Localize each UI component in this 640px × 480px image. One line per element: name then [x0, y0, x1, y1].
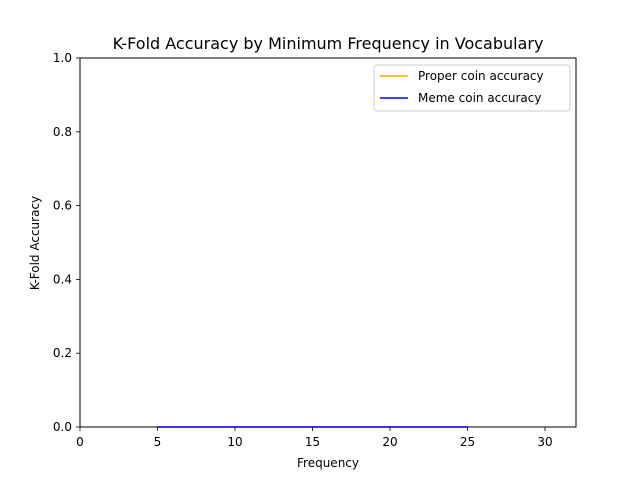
legend-box	[373, 64, 571, 112]
y-tick-label: 0.4	[53, 272, 72, 286]
x-axis: 0 5 10 15 20 25 30	[76, 427, 553, 449]
y-axis-label: K-Fold Accuracy	[28, 196, 42, 290]
chart-title: K-Fold Accuracy by Minimum Frequency in …	[113, 34, 544, 53]
legend-label-meme: Meme coin accuracy	[418, 91, 541, 105]
y-tick-label: 0.0	[53, 420, 72, 434]
y-tick-label: 1.0	[53, 51, 72, 65]
plot-frame	[79, 57, 577, 428]
y-tick-label: 0.6	[53, 199, 72, 213]
x-tick-label: 0	[76, 435, 84, 449]
x-tick-label: 10	[227, 435, 242, 449]
y-tick-label: 0.2	[53, 346, 72, 360]
x-tick-label: 15	[305, 435, 320, 449]
y-tick-label: 0.8	[53, 125, 72, 139]
x-tick-label: 25	[460, 435, 475, 449]
x-tick-label: 20	[382, 435, 397, 449]
x-tick-label: 30	[537, 435, 552, 449]
legend: Proper coin accuracy Meme coin accuracy	[373, 64, 571, 112]
x-axis-label: Frequency	[297, 456, 359, 470]
x-tick-label: 5	[154, 435, 162, 449]
legend-label-proper: Proper coin accuracy	[418, 69, 544, 83]
y-axis: 0.0 0.2 0.4 0.6 0.8 1.0	[53, 51, 80, 434]
plot-area	[79, 57, 577, 428]
